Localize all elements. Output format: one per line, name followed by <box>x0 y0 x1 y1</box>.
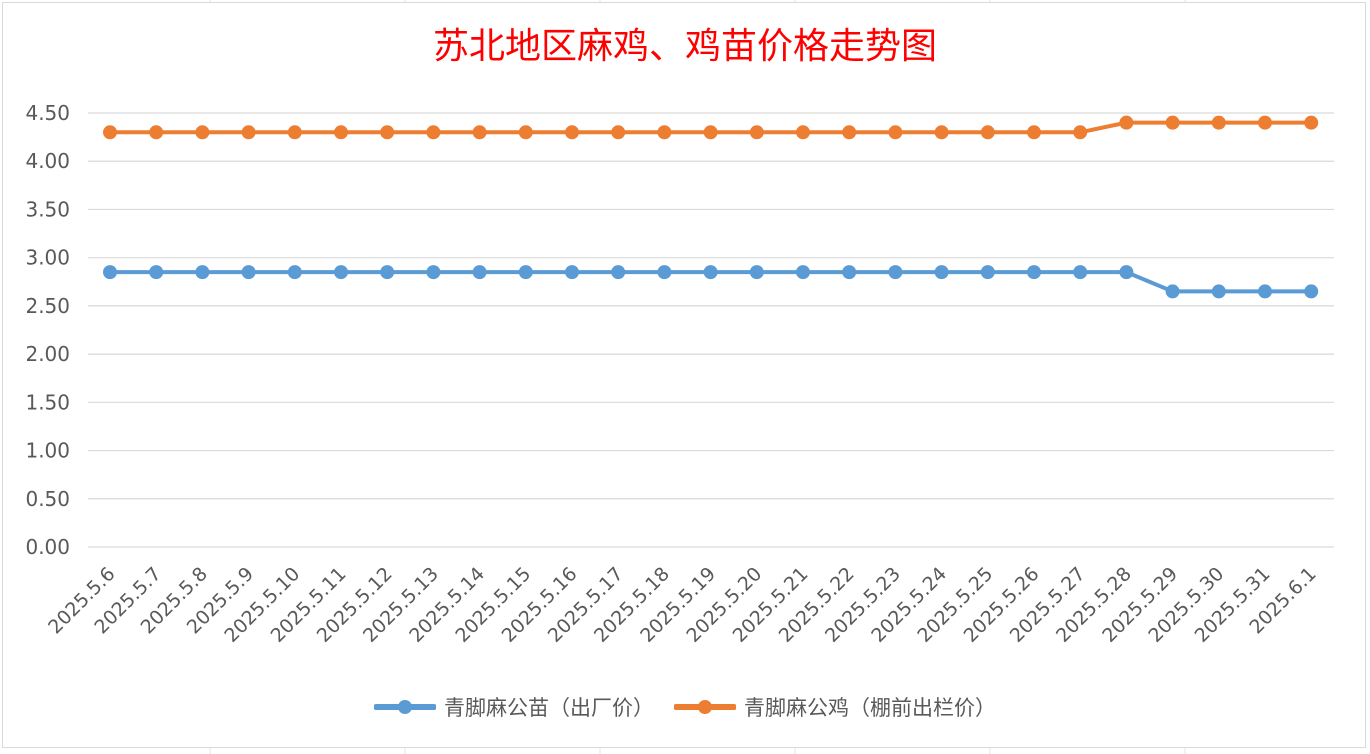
data-point-series-1[interactable] <box>611 125 626 140</box>
data-point-series-1[interactable] <box>518 125 533 140</box>
series-markers <box>103 115 1319 299</box>
data-point-series-1[interactable] <box>334 125 348 140</box>
legend: 青脚麻公苗（出厂价） 青脚麻公鸡（棚前出栏价） <box>0 690 1370 724</box>
data-point-series-0[interactable] <box>426 265 441 280</box>
data-point-series-1[interactable] <box>657 125 672 140</box>
data-point-series-0[interactable] <box>1073 265 1088 280</box>
legend-item-rooster[interactable]: 青脚麻公鸡（棚前出栏价） <box>674 692 996 722</box>
data-point-series-0[interactable] <box>749 265 764 280</box>
data-point-series-0[interactable] <box>1027 265 1041 280</box>
data-point-series-1[interactable] <box>472 125 487 140</box>
data-point-series-1[interactable] <box>1165 115 1180 130</box>
legend-label-rooster: 青脚麻公鸡（棚前出栏价） <box>744 696 996 720</box>
legend-swatch-blue <box>374 700 436 714</box>
data-point-series-1[interactable] <box>934 125 949 140</box>
data-point-series-0[interactable] <box>565 265 579 280</box>
data-point-series-1[interactable] <box>796 125 810 140</box>
y-tick-label: 0.00 <box>25 535 70 559</box>
y-tick-label: 2.50 <box>25 294 70 318</box>
data-point-series-0[interactable] <box>287 265 302 280</box>
data-point-series-0[interactable] <box>334 265 348 280</box>
data-point-series-1[interactable] <box>1304 115 1319 130</box>
data-point-series-1[interactable] <box>703 125 718 140</box>
y-tick-label: 0.50 <box>25 487 70 511</box>
chart-title: 苏北地区麻鸡、鸡苗价格走势图 <box>432 26 937 67</box>
data-point-series-1[interactable] <box>1073 125 1088 140</box>
data-point-series-0[interactable] <box>195 265 210 280</box>
data-point-series-0[interactable] <box>888 265 903 280</box>
data-point-series-1[interactable] <box>1211 115 1226 130</box>
data-point-series-0[interactable] <box>657 265 672 280</box>
data-point-series-0[interactable] <box>934 265 949 280</box>
data-point-series-0[interactable] <box>149 265 164 280</box>
data-point-series-1[interactable] <box>241 125 256 140</box>
y-tick-label: 4.00 <box>25 149 70 173</box>
data-point-series-1[interactable] <box>980 125 995 140</box>
data-point-series-0[interactable] <box>518 265 533 280</box>
y-tick-label: 3.50 <box>25 197 70 221</box>
data-point-series-1[interactable] <box>888 125 903 140</box>
legend-swatch-orange <box>674 700 736 714</box>
data-point-series-0[interactable] <box>1211 284 1226 299</box>
data-point-series-1[interactable] <box>380 125 395 140</box>
data-point-series-1[interactable] <box>1258 115 1272 130</box>
data-point-series-1[interactable] <box>1027 125 1041 140</box>
data-point-series-1[interactable] <box>1119 115 1134 130</box>
data-point-series-0[interactable] <box>241 265 256 280</box>
data-point-series-0[interactable] <box>703 265 718 280</box>
data-point-series-0[interactable] <box>103 265 117 280</box>
data-point-series-0[interactable] <box>611 265 626 280</box>
data-point-series-1[interactable] <box>103 125 117 140</box>
data-point-series-0[interactable] <box>1304 284 1319 299</box>
data-point-series-0[interactable] <box>796 265 810 280</box>
data-point-series-1[interactable] <box>195 125 210 140</box>
y-tick-label: 3.00 <box>25 246 70 270</box>
data-point-series-0[interactable] <box>1165 284 1180 299</box>
data-point-series-1[interactable] <box>149 125 164 140</box>
y-tick-label: 4.50 <box>25 101 70 125</box>
data-point-series-1[interactable] <box>749 125 764 140</box>
data-point-series-0[interactable] <box>1119 265 1134 280</box>
data-point-series-1[interactable] <box>287 125 302 140</box>
x-axis-ticks: 2025.5.62025.5.72025.5.82025.5.92025.5.1… <box>44 563 1321 647</box>
data-point-series-0[interactable] <box>842 265 857 280</box>
legend-label-seedling: 青脚麻公苗（出厂价） <box>444 696 654 720</box>
data-point-series-0[interactable] <box>1258 284 1272 299</box>
data-point-series-1[interactable] <box>565 125 579 140</box>
data-point-series-1[interactable] <box>842 125 857 140</box>
data-point-series-1[interactable] <box>426 125 441 140</box>
data-point-series-0[interactable] <box>472 265 487 280</box>
y-tick-label: 2.00 <box>25 342 70 366</box>
data-point-series-0[interactable] <box>380 265 395 280</box>
legend-item-seedling[interactable]: 青脚麻公苗（出厂价） <box>374 692 654 722</box>
y-tick-label: 1.50 <box>25 390 70 414</box>
y-axis-ticks: 0.00 0.50 1.00 1.50 2.00 2.50 3.00 3.50 4.00 4.50 <box>25 101 70 559</box>
y-tick-label: 1.00 <box>25 439 70 463</box>
y-gridlines <box>88 112 1334 548</box>
data-point-series-0[interactable] <box>980 265 995 280</box>
